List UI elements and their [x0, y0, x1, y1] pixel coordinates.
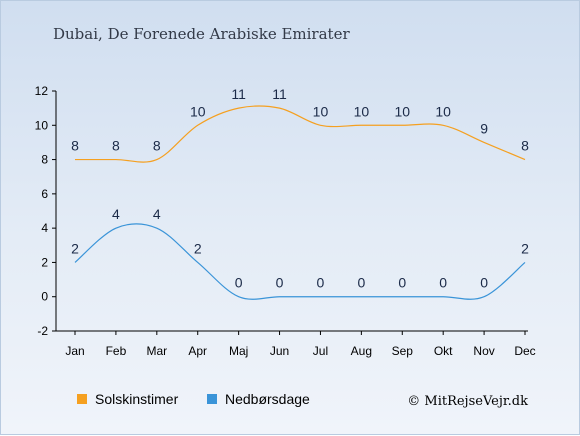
sunshine-series-line: [75, 105, 526, 163]
x-tick-label: Nov: [473, 344, 494, 358]
x-tick-label: Jan: [65, 344, 84, 358]
rain-legend-label: Nedbørsdage: [225, 391, 310, 407]
rain-data-label: 2: [521, 240, 529, 256]
sunshine-data-label: 9: [480, 120, 488, 136]
rain-data-label: 0: [235, 275, 243, 291]
rain-data-label: 0: [276, 275, 284, 291]
y-tick-label: 10: [35, 118, 49, 132]
x-tick-label: Dec: [514, 344, 535, 358]
rain-data-label: 0: [398, 275, 406, 291]
sunshine-data-label: 11: [231, 86, 246, 102]
x-tick-label: Jul: [313, 344, 328, 358]
rain-data-label: 4: [153, 206, 161, 222]
x-tick-label: Mar: [146, 344, 167, 358]
credit-text: © MitRejseVejr.dk: [407, 394, 528, 409]
y-tick-label: 12: [35, 84, 49, 98]
sunshine-data-label: 11: [272, 86, 287, 102]
y-tick-label: 6: [41, 187, 48, 201]
y-tick-label: 2: [41, 255, 48, 269]
sunshine-legend-label: Solskinstimer: [95, 391, 179, 407]
chart-title: Dubai, De Forenede Arabiske Emirater: [53, 25, 350, 43]
y-tick-label: -2: [37, 324, 48, 338]
rain-data-label: 0: [357, 275, 365, 291]
sunshine-data-label: 8: [153, 138, 161, 154]
sunshine-data-label: 10: [190, 103, 206, 119]
sunshine-data-label: 10: [313, 103, 329, 119]
rain-data-label: 2: [194, 240, 202, 256]
sunshine-data-label: 10: [354, 103, 370, 119]
sunshine-data-label: 8: [112, 138, 120, 154]
sunshine-data-label: 8: [521, 138, 529, 154]
rain-data-label: 2: [71, 240, 79, 256]
x-tick-label: Aug: [351, 344, 372, 358]
sunshine-legend-swatch: [77, 394, 87, 404]
x-tick-label: Sep: [392, 344, 414, 358]
rain-data-label: 0: [317, 275, 325, 291]
x-tick-label: Maj: [229, 344, 248, 358]
rain-data-label: 0: [480, 275, 488, 291]
sunshine-data-label: 10: [394, 103, 410, 119]
y-tick-label: 0: [41, 290, 48, 304]
rain-data-label: 4: [112, 206, 120, 222]
y-tick-label: 4: [41, 221, 48, 235]
sunshine-data-label: 8: [71, 138, 79, 154]
rain-data-label: 0: [439, 275, 447, 291]
x-tick-label: Jun: [270, 344, 289, 358]
x-tick-label: Feb: [106, 344, 127, 358]
x-tick-label: Apr: [188, 344, 207, 358]
y-tick-label: 8: [41, 153, 48, 167]
rain-legend-swatch: [207, 394, 217, 404]
rain-series-line: [74, 223, 526, 300]
sunshine-data-label: 10: [435, 103, 451, 119]
x-tick-label: Okt: [434, 344, 453, 358]
